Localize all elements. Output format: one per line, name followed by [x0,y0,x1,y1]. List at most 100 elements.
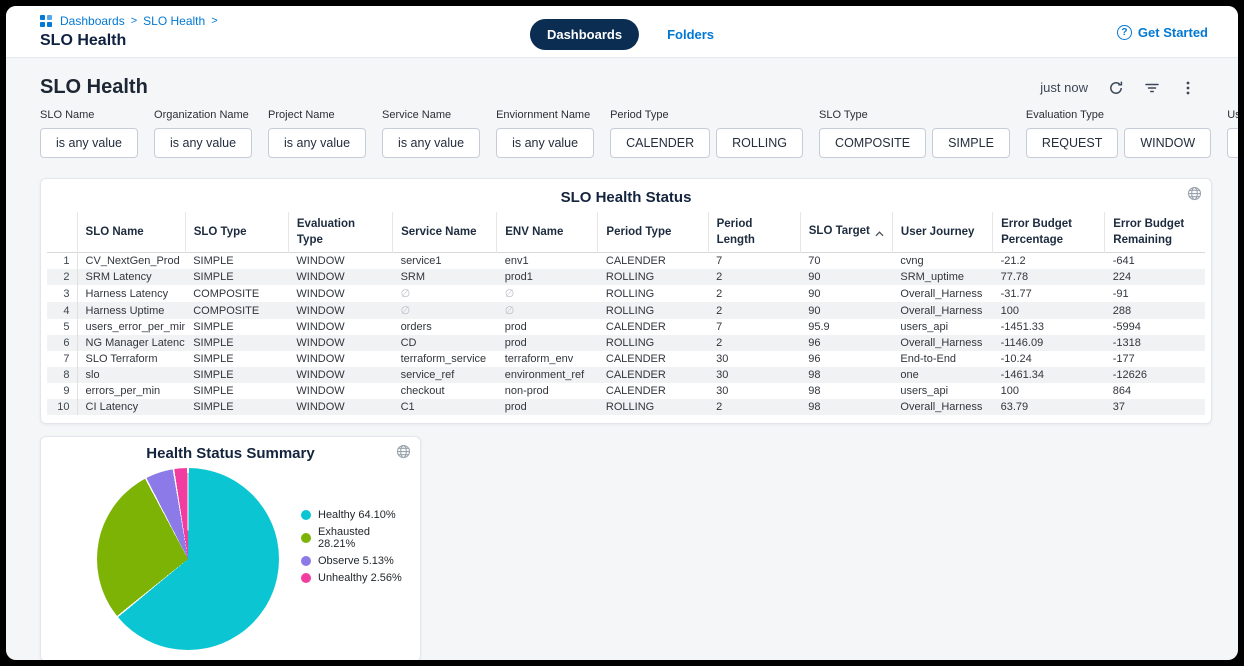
column-header-error-budget-percentage[interactable]: Error Budget Percentage [992,212,1105,253]
table-cell: 864 [1112,385,1132,398]
row-number: 2 [47,269,78,286]
table-row: 6 NG Manager Latency SIMPLE WINDOW CD prod ROL… [47,335,1205,352]
table-row: 3 Harness Latency COMPOSITE WINDOW ∅ ∅ ROLLING… [47,285,1205,303]
table-cell: 2 [716,271,723,284]
filter-slo-name-is-any-value-button[interactable]: is any value [40,128,139,158]
slo-health-table: SLO Name SLO Type Evaluation Type Service N… [47,212,1205,416]
filter-organization-name-is-any-value-button[interactable]: is any value [154,128,253,158]
table-cell: CV_NextGen_Prod [85,255,180,268]
table-cell: SIMPLE [193,255,234,268]
table-cell: CD [400,337,417,350]
table-row: 4 Harness Uptime COMPOSITE WINDOW ∅ ∅ ROLLING 2… [47,302,1205,320]
health-summary-card: Health Status Summary Healthy 64.10% Exha… [40,436,421,660]
filter-service-name-is-any-value-button[interactable]: is any value [382,128,481,158]
table-cell: ∅ [504,288,515,301]
filter-period-type-calender-button[interactable]: CALENDER [610,128,711,158]
table-cell: Overall_Harness [900,401,983,414]
slo-health-status-card: SLO Health Status SLO Name SLO Type Evalua… [40,178,1212,425]
row-number: 8 [47,367,78,384]
legend-label: Healthy 64.10% [318,508,396,521]
dashboards-grid-icon [40,15,52,27]
table-cell: WINDOW [296,321,345,334]
filter-evaluation-type-request-button[interactable]: REQUEST [1025,128,1119,158]
filter-slo-type-composite-button[interactable]: COMPOSITE [819,128,927,158]
table-cell: WINDOW [296,385,345,398]
table-row: 5 users_error_per_min SIMPLE WINDOW orders pr… [47,319,1205,336]
column-header-error-budget-remaining[interactable]: Error Budget Remaining [1104,212,1205,253]
filter-enviornment-name-is-any-value-button[interactable]: is any value [496,128,595,158]
breadcrumb-slo-health[interactable]: SLO Health [143,14,206,28]
table-cell: CALENDER [605,255,666,268]
filter-group-user-journey: User Journey is any value [1227,109,1238,158]
filter-group-slo-name: SLO Name is any value [40,109,139,158]
tab-dashboards[interactable]: Dashboards [529,19,640,50]
legend-item-observe[interactable]: Observe 5.13% [301,555,410,567]
column-header-evaluation-type[interactable]: Evaluation Type [287,212,393,253]
legend-item-healthy[interactable]: Healthy 64.10% [301,509,410,521]
row-number: 4 [47,302,78,320]
table-cell: cvng [900,255,924,268]
filter-evaluation-type-window-button[interactable]: WINDOW [1124,128,1212,158]
table-cell: SIMPLE [193,337,234,350]
legend-swatch [301,509,311,520]
filter-slo-type-simple-button[interactable]: SIMPLE [932,128,1010,158]
filter-group-organization-name: Organization Name is any value [154,109,253,158]
filter-bar: SLO Name is any value Organization Name is … [40,109,1238,158]
table-cell: NG Manager Latency [85,337,186,350]
table-cell: -12626 [1112,369,1148,382]
legend-item-exhausted[interactable]: Exhausted 28.21% [301,526,410,550]
table-cell: 96 [808,337,821,350]
dashboard-title: SLO Health [40,76,148,98]
table-cell: SIMPLE [193,271,234,284]
table-cell: env1 [504,255,529,268]
table-cell: 30 [716,353,729,366]
filter-label: Project Name [268,109,335,121]
pie-legend: Healthy 64.10% Exhausted 28.21% Observe 5.… [301,509,410,584]
health-status-pie-chart[interactable] [97,468,279,651]
column-header-period-type[interactable]: Period Type [597,212,709,253]
table-cell: 98 [808,369,821,382]
filter-project-name-is-any-value-button[interactable]: is any value [268,128,367,158]
table-title: SLO Health Status [560,189,692,206]
table-cell: SIMPLE [193,369,234,382]
column-header-service-name[interactable]: Service Name [392,212,497,253]
last-refreshed-label: just now [1040,80,1088,95]
page-title: SLO Health [40,32,127,49]
table-cell: WINDOW [296,369,345,382]
filter-label: Enviornment Name [496,109,591,121]
table-cell: -1461.34 [1000,369,1045,382]
table-cell: -91 [1112,287,1129,300]
globe-icon[interactable] [1187,186,1202,201]
table-cell: Harness Latency [85,287,169,300]
globe-icon[interactable] [396,444,411,459]
app-window: Dashboards > SLO Health > SLO Health Das… [6,6,1238,660]
table-cell: ROLLING [605,304,655,317]
table-cell: terraform_env [504,353,574,366]
column-header-slo-target[interactable]: SLO Target [799,212,893,253]
filter-user-journey-is-any-value-button[interactable]: is any value [1227,128,1238,158]
table-cell: ∅ [504,305,515,318]
column-header-period-length[interactable]: Period Length [707,212,801,253]
table-cell: SIMPLE [193,353,234,366]
legend-item-unhealthy[interactable]: Unhealthy 2.56% [301,572,410,584]
filter-icon[interactable] [1144,80,1160,96]
column-header-user-journey[interactable]: User Journey [891,212,993,253]
table-cell: WINDOW [296,287,345,300]
kebab-menu-icon[interactable] [1180,80,1196,96]
column-header-env-name[interactable]: ENV Name [496,212,598,253]
table-cell: CALENDER [605,369,666,382]
breadcrumb-dashboards[interactable]: Dashboards [60,14,125,28]
table-row: 1 CV_NextGen_Prod SIMPLE WINDOW service1 env1… [47,252,1205,270]
row-number: 5 [47,319,78,336]
get-started-link[interactable]: ? Get Started [1116,25,1208,40]
column-header-slo-name[interactable]: SLO Name [76,212,186,253]
refresh-icon[interactable] [1108,80,1124,96]
tab-folders[interactable]: Folders [667,19,714,50]
filter-period-type-rolling-button[interactable]: ROLLING [716,128,804,158]
table-cell: 90 [808,304,821,317]
table-cell: checkout [400,385,445,398]
column-header-slo-type[interactable]: SLO Type [184,212,289,253]
filter-group-project-name: Project Name is any value [268,109,367,158]
table-cell: ROLLING [605,337,655,350]
